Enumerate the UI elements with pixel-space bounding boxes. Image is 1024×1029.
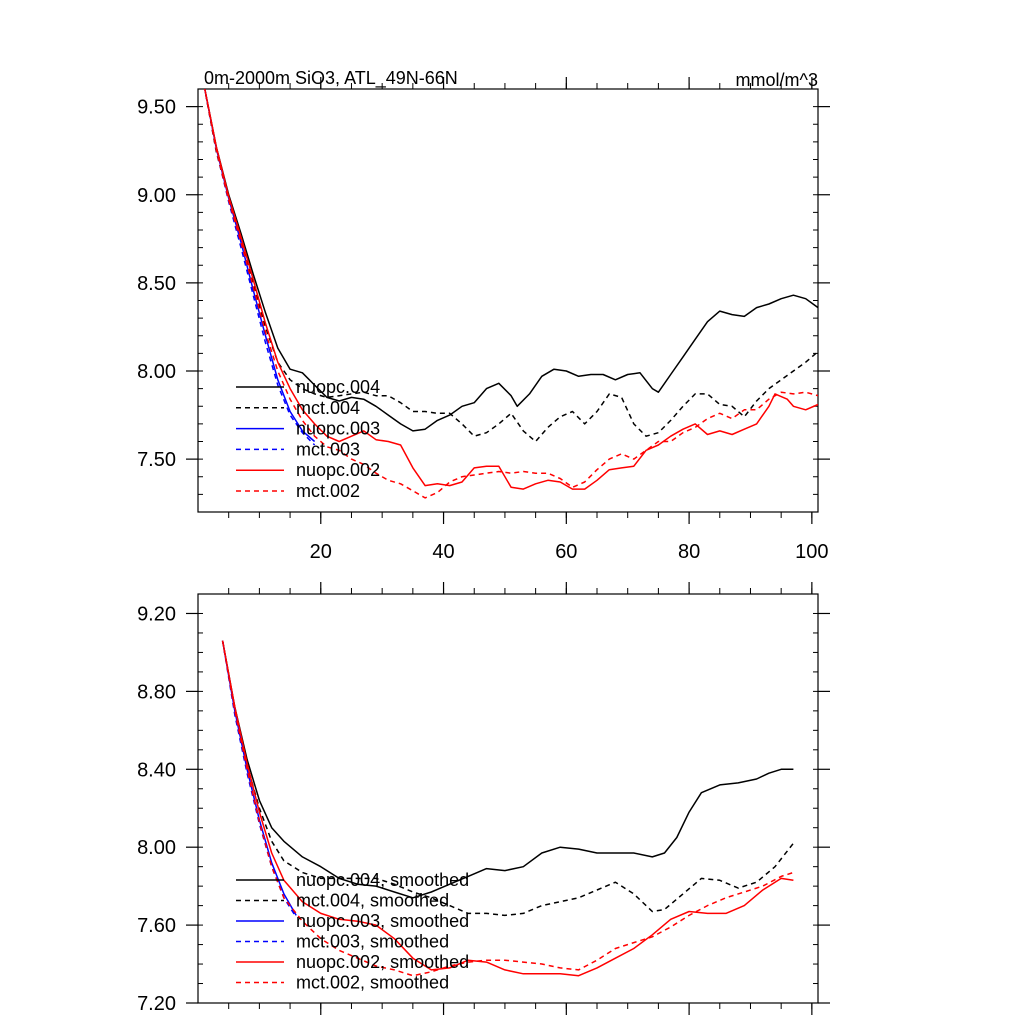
plot-frame: [197, 88, 819, 513]
legend-label: mct.003: [296, 439, 360, 459]
legend-label: mct.003, smoothed: [296, 932, 449, 952]
legend-label: mct.004: [296, 398, 360, 418]
series-line-nuopc-004: [204, 89, 818, 432]
y-tick-label: 9.50: [137, 97, 176, 119]
top-panel: 7.50 8.00 8.50 9.00 9.50 20 40 60 80 100 nuopc.004…: [137, 77, 830, 563]
series-line-mct-002-smoothed: [221, 640, 794, 977]
y-tick-label: 8.40: [137, 759, 176, 781]
y-tick-label: 7.20: [137, 993, 176, 1015]
series-line-mct-003-smoothed: [221, 640, 297, 918]
bottom-panel: 7.20 7.60 8.00 8.40 8.80 9.20 nuopc.004, smoot…: [137, 582, 830, 1015]
x-tick-label: 80: [678, 541, 700, 563]
y-tick-label: 8.80: [137, 681, 176, 703]
series-line-mct-004-smoothed: [221, 640, 794, 917]
y-tick-label: 8.00: [137, 837, 176, 859]
series-line-nuopc-003-smoothed: [221, 640, 297, 916]
units-label: mmol/m^3: [736, 70, 818, 90]
legend-label: mct.004, smoothed: [296, 891, 449, 911]
y-tick-label: 9.00: [137, 185, 176, 207]
x-tick-label: 20: [310, 541, 332, 563]
legend-label: mct.002, smoothed: [296, 973, 449, 993]
series-line-nuopc-002-smoothed: [221, 640, 794, 977]
legend-label: nuopc.002: [296, 460, 380, 480]
series-group: [203, 89, 818, 499]
y-tick-label: 7.60: [137, 915, 176, 937]
legend-label: nuopc.003: [296, 419, 380, 439]
series-line-nuopc-004-smoothed: [221, 640, 794, 899]
legend-label: nuopc.003, smoothed: [296, 911, 469, 931]
y-tick-label: 8.50: [137, 273, 176, 295]
legend-label: nuopc.002, smoothed: [296, 952, 469, 972]
series-group: [221, 640, 794, 977]
series-line-nuopc-002: [204, 89, 818, 490]
y-tick-label: 8.00: [137, 361, 176, 383]
x-tick-label: 60: [555, 541, 577, 563]
y-tick-label: 7.50: [137, 449, 176, 471]
legend-label: nuopc.004, smoothed: [296, 870, 469, 890]
plot-frame: [197, 593, 819, 1004]
series-line-mct-004: [203, 89, 818, 443]
legend-label: nuopc.004: [296, 377, 380, 397]
x-tick-label: 100: [795, 541, 828, 563]
x-tick-label: 40: [432, 541, 454, 563]
chart-title: 0m-2000m SiO3, ATL_49N-66N: [204, 68, 458, 89]
legend-label: mct.002: [296, 481, 360, 501]
y-tick-label: 9.20: [137, 603, 176, 625]
